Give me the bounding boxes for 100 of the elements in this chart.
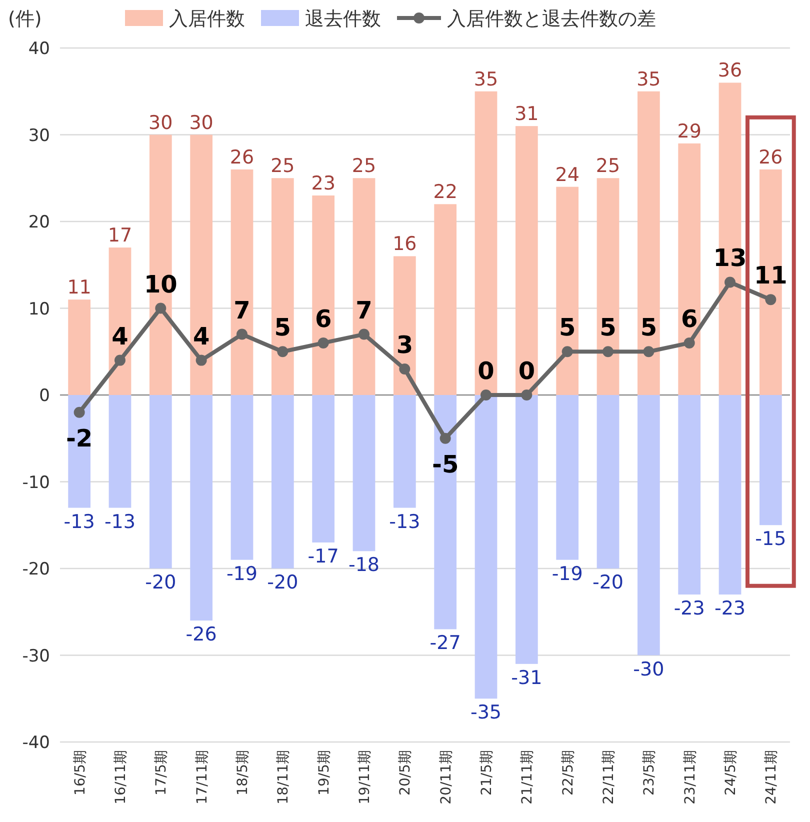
data-label: -5 [432,450,459,478]
data-label: -18 [348,554,380,576]
data-label: 10 [144,270,178,298]
y-tick-label: -40 [22,733,50,753]
point [196,354,207,366]
data-label: -2 [66,424,93,452]
data-label: -20 [267,572,298,594]
data-label: -27 [430,632,461,654]
data-label: 5 [558,314,576,342]
data-label: -23 [714,598,746,620]
data-label: -20 [145,572,176,594]
bar [312,395,335,542]
x-tick-label: 16/11期 [112,750,129,804]
x-tick-label: 19/11期 [356,750,373,804]
data-label: 22 [433,181,458,204]
data-label: 16 [392,233,417,256]
x-tick-label: 20/5期 [398,750,414,796]
x-tick-label: 23/5期 [642,750,658,796]
bar [68,300,90,395]
data-label: 23 [311,172,336,194]
point [358,328,370,340]
data-label: 6 [680,304,698,333]
bar [108,395,132,508]
data-label: 0 [478,357,494,385]
x-tick-label: 16/5期 [72,750,88,796]
data-label: 11 [67,276,92,299]
data-label: 13 [713,244,747,272]
bar [718,395,742,595]
y-tick-label: -10 [22,472,50,493]
y-tick-label: 40 [28,39,50,59]
bar [108,248,132,395]
data-label: -15 [755,528,786,550]
bar [474,91,498,395]
data-label: 29 [677,120,702,142]
bar [352,395,376,552]
bar [556,186,579,395]
bar [271,395,294,568]
point [236,328,248,340]
point [399,363,410,374]
data-label: 5 [600,314,616,342]
x-tick-label: 20/11期 [438,750,454,804]
data-label: 30 [148,112,173,134]
x-tick-label: 22/5期 [560,750,576,796]
x-tick-label: 21/5期 [479,750,496,796]
data-label: 24 [555,164,580,186]
data-label: 11 [754,262,788,290]
data-label: -17 [308,545,339,568]
bar [678,143,701,395]
data-label: -23 [674,598,705,620]
legend-label: 退去件数 [305,8,381,30]
point [440,432,451,444]
y-tick-label: 0 [39,386,50,406]
data-label: 4 [192,322,210,350]
bar [393,395,416,508]
point [562,346,573,358]
x-tick-label: 19/5期 [316,750,332,796]
point [114,354,126,366]
bar [149,395,172,568]
legend-label: 入居件数 [169,8,245,30]
x-tick-label: 24/5期 [723,750,740,796]
data-label: -35 [470,702,502,724]
bar [68,395,90,508]
data-label: 36 [718,60,742,82]
point [318,337,329,348]
y-tick-label: -30 [22,646,50,666]
bar [637,395,660,656]
bar [230,395,254,560]
y-axis-title: (件) [8,8,42,30]
data-label: 31 [514,103,539,126]
bar [352,178,376,395]
data-label: 3 [396,330,414,359]
bar [271,178,294,395]
point [521,390,532,400]
data-label: 7 [356,296,372,324]
point [277,346,288,358]
y-tick-label: 20 [28,212,50,232]
point [602,346,614,358]
bar [434,395,457,630]
data-label: -19 [226,562,258,585]
bar [596,178,620,395]
point [480,390,492,400]
bar [515,126,538,395]
point [765,294,776,306]
bar [474,395,498,699]
point [155,302,166,314]
data-label: 4 [112,322,128,350]
y-tick-label: 30 [28,126,50,146]
data-label: 17 [108,224,132,247]
x-tick-label: 17/5期 [154,750,170,796]
bar [190,395,213,621]
data-label: 6 [314,304,332,333]
data-label: 25 [270,155,295,178]
x-tick-label: 17/11期 [194,750,210,804]
data-label: 35 [636,68,661,90]
y-tick-label: 10 [28,299,50,320]
bar [596,395,620,568]
data-label: -20 [592,572,624,594]
data-label: 7 [234,296,250,324]
data-label: -19 [552,562,583,585]
bar [230,169,254,395]
